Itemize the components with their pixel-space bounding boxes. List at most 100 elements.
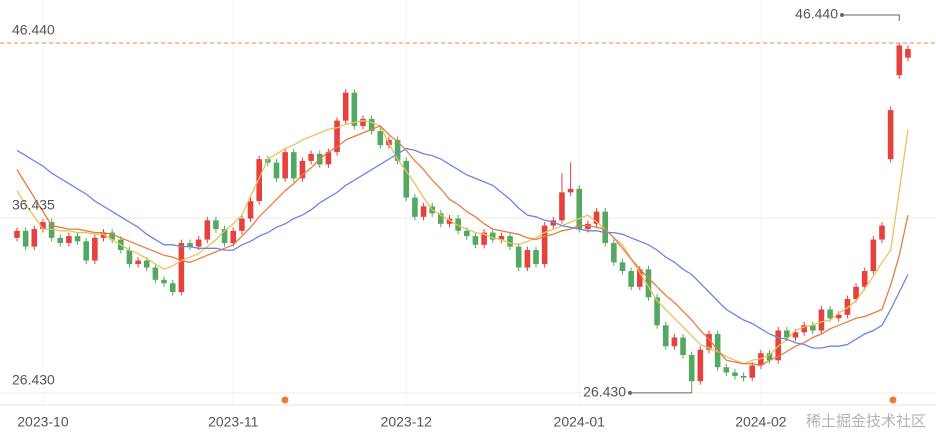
candle-body	[654, 297, 660, 326]
y-tick-label: 46.440	[12, 22, 55, 38]
candle-body	[92, 237, 98, 261]
candle-body	[827, 309, 833, 319]
candle-body	[628, 271, 634, 287]
candle-body	[14, 230, 20, 238]
candle-body	[368, 118, 375, 132]
y-tick-label: 26.430	[12, 372, 55, 388]
candle-body	[706, 334, 712, 350]
candle-body	[680, 337, 686, 355]
candle-body	[835, 314, 842, 319]
x-tick-label: 2023-10	[17, 414, 69, 430]
candle-body	[282, 152, 288, 179]
candle-body	[818, 309, 825, 331]
candle-body	[40, 222, 46, 230]
x-tick-label: 2023-11	[208, 414, 259, 430]
moving-average-line	[16, 125, 909, 367]
candle-body	[671, 337, 678, 347]
candle-body	[195, 239, 202, 247]
candle-body	[265, 159, 271, 163]
candle-body	[48, 222, 55, 238]
candle-body	[810, 325, 816, 331]
event-dot	[281, 396, 289, 404]
moving-average-line	[16, 147, 909, 349]
candle-body	[230, 230, 237, 244]
moving-average-line	[16, 120, 909, 365]
candle-body	[611, 243, 617, 263]
candle-body	[550, 220, 557, 226]
candle-body	[403, 160, 410, 198]
candle-body	[143, 260, 150, 268]
y-tick-label: 36.435	[12, 197, 55, 213]
event-dot	[889, 396, 897, 404]
candle-body	[420, 206, 427, 217]
candle-body	[879, 225, 885, 240]
candle-body	[905, 48, 911, 58]
candle-body	[749, 365, 756, 378]
candle-body	[472, 236, 479, 245]
max-pointer-dot	[840, 13, 844, 17]
candle-body	[273, 162, 280, 179]
candle-body	[559, 192, 565, 221]
candle-body	[585, 223, 591, 230]
candle-body	[723, 367, 730, 373]
candle-body	[394, 139, 401, 161]
candle-body	[109, 232, 115, 240]
candle-body	[135, 260, 141, 265]
candle-body	[57, 237, 64, 244]
candle-body	[593, 211, 600, 224]
candle-body	[662, 325, 669, 347]
candle-body	[801, 325, 807, 333]
candle-body	[438, 213, 444, 224]
candle-body	[308, 153, 314, 161]
candle-body	[567, 188, 574, 193]
candle-body	[213, 220, 219, 230]
candle-body	[507, 236, 513, 247]
candle-body	[688, 354, 695, 382]
candle-body	[489, 232, 496, 240]
candle-body	[256, 159, 262, 202]
candle-body	[31, 229, 38, 247]
candle-body	[464, 230, 470, 237]
candle-body	[221, 229, 228, 244]
candle-body	[861, 271, 868, 287]
x-tick-label: 2023-12	[381, 414, 433, 430]
min-pointer-dot	[628, 390, 632, 395]
candle-body	[896, 45, 903, 76]
candle-body	[187, 243, 193, 247]
candle-body	[853, 286, 859, 300]
candle-body	[758, 353, 764, 366]
candle-body	[100, 232, 107, 238]
candle-body	[844, 299, 851, 315]
candle-body	[334, 120, 340, 153]
watermark: 稀土掘金技术社区	[806, 413, 926, 430]
candle-body	[178, 243, 185, 293]
candle-body	[619, 262, 626, 272]
candle-body	[66, 236, 72, 244]
candle-body	[126, 250, 133, 265]
candle-body	[360, 118, 366, 126]
candle-body	[697, 349, 704, 382]
candle-body	[637, 269, 643, 287]
candle-body	[602, 211, 608, 244]
candle-body	[169, 283, 176, 293]
candle-body	[74, 236, 81, 242]
candle-body	[524, 250, 531, 268]
candle-body	[541, 225, 548, 265]
candle-body	[325, 152, 332, 165]
candle-body	[299, 160, 306, 179]
candle-body	[515, 246, 522, 268]
candle-body	[412, 197, 418, 217]
candle-body	[291, 152, 297, 179]
candle-body	[152, 267, 159, 280]
candle-body	[22, 230, 29, 247]
candle-body	[870, 239, 877, 272]
candle-body	[481, 232, 487, 245]
x-tick-label: 2024-02	[735, 414, 787, 430]
candle-body	[740, 375, 747, 378]
x-tick-label: 2024-01	[554, 414, 606, 430]
min-label: 26.430	[583, 384, 626, 400]
candle-body	[446, 218, 453, 224]
candle-body	[576, 188, 583, 230]
candle-body	[377, 131, 384, 146]
